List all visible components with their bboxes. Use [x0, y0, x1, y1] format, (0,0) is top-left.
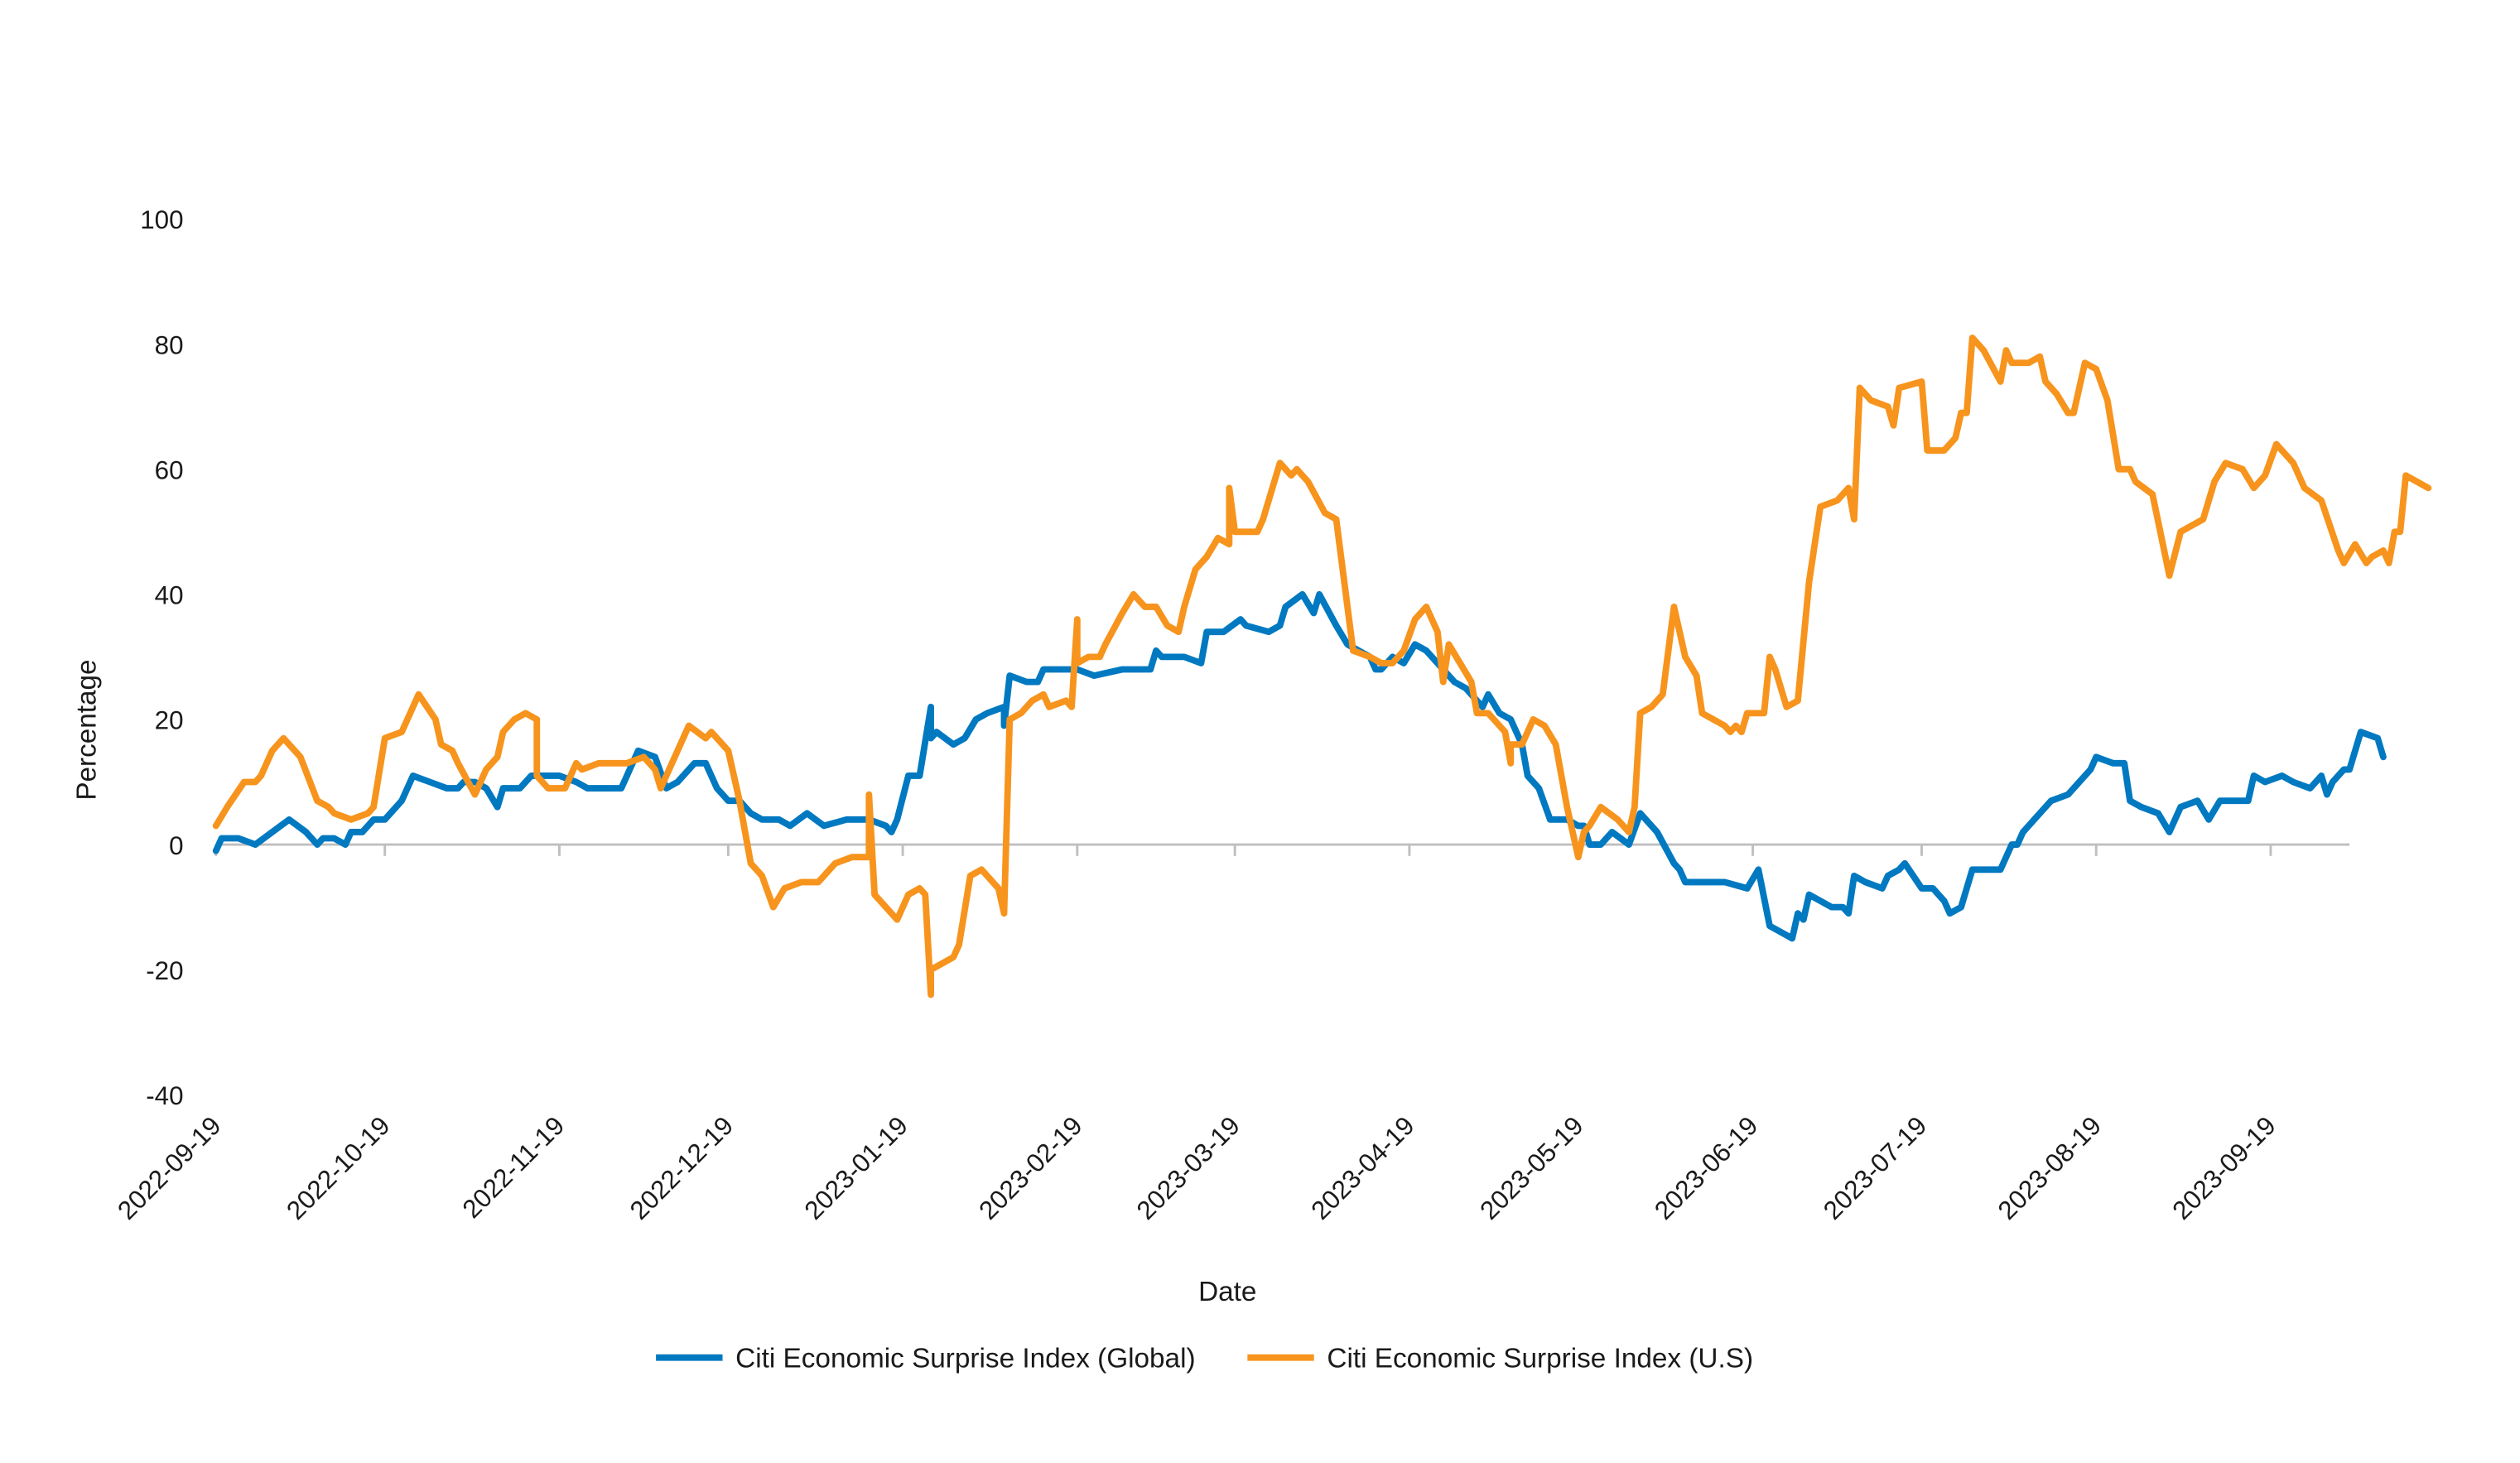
x-tick-label: 2022-11-19 [457, 1111, 571, 1224]
y-axis: -40 -20 0 20 40 60 80 100 [140, 205, 183, 1110]
x-tick-label: 2023-04-19 [1306, 1111, 1420, 1225]
x-tick-label: 2023-09-19 [2167, 1111, 2281, 1225]
x-tick-label: 2023-08-19 [1992, 1111, 2107, 1225]
legend: Citi Economic Surprise Index (Global) Cit… [656, 1343, 1753, 1374]
y-tick-label: 60 [155, 455, 184, 484]
y-tick-label: 40 [155, 581, 184, 610]
x-tick-label: 2023-05-19 [1474, 1111, 1588, 1225]
y-tick-label: -40 [146, 1081, 183, 1110]
y-tick-label: 100 [140, 205, 183, 234]
x-tick-label: 2023-01-19 [799, 1111, 913, 1225]
x-tick-label: 2023-03-19 [1131, 1111, 1246, 1225]
x-tick-label: 2022-12-19 [624, 1111, 739, 1225]
series-line-global [212, 590, 2387, 942]
y-axis-title: Percentage [72, 659, 103, 800]
legend-label-us: Citi Economic Surprise Index (U.S) [1327, 1343, 1753, 1374]
y-tick-label: 0 [169, 831, 183, 860]
x-tick-label: 2023-07-19 [1818, 1111, 1932, 1225]
x-tick-label: 2022-09-19 [112, 1111, 226, 1225]
y-tick-label: 80 [155, 330, 184, 359]
series-layer [212, 334, 2432, 999]
series-line-us [212, 334, 2432, 999]
legend-item-us: Citi Economic Surprise Index (U.S) [1247, 1343, 1753, 1374]
x-tick-label: 2022-10-19 [281, 1111, 395, 1225]
x-axis-title: Date [1198, 1277, 1256, 1307]
x-axis: 2022-09-19 2022-10-19 2022-11-19 2022-12-19… [112, 845, 2281, 1225]
legend-label-global: Citi Economic Surprise Index (Global) [735, 1343, 1195, 1374]
x-tick-label: 2023-06-19 [1649, 1111, 1763, 1225]
y-tick-label: -20 [146, 956, 183, 985]
x-tick-label: 2023-02-19 [973, 1111, 1087, 1225]
legend-item-global: Citi Economic Surprise Index (Global) [656, 1343, 1196, 1374]
y-tick-label: 20 [155, 706, 184, 735]
